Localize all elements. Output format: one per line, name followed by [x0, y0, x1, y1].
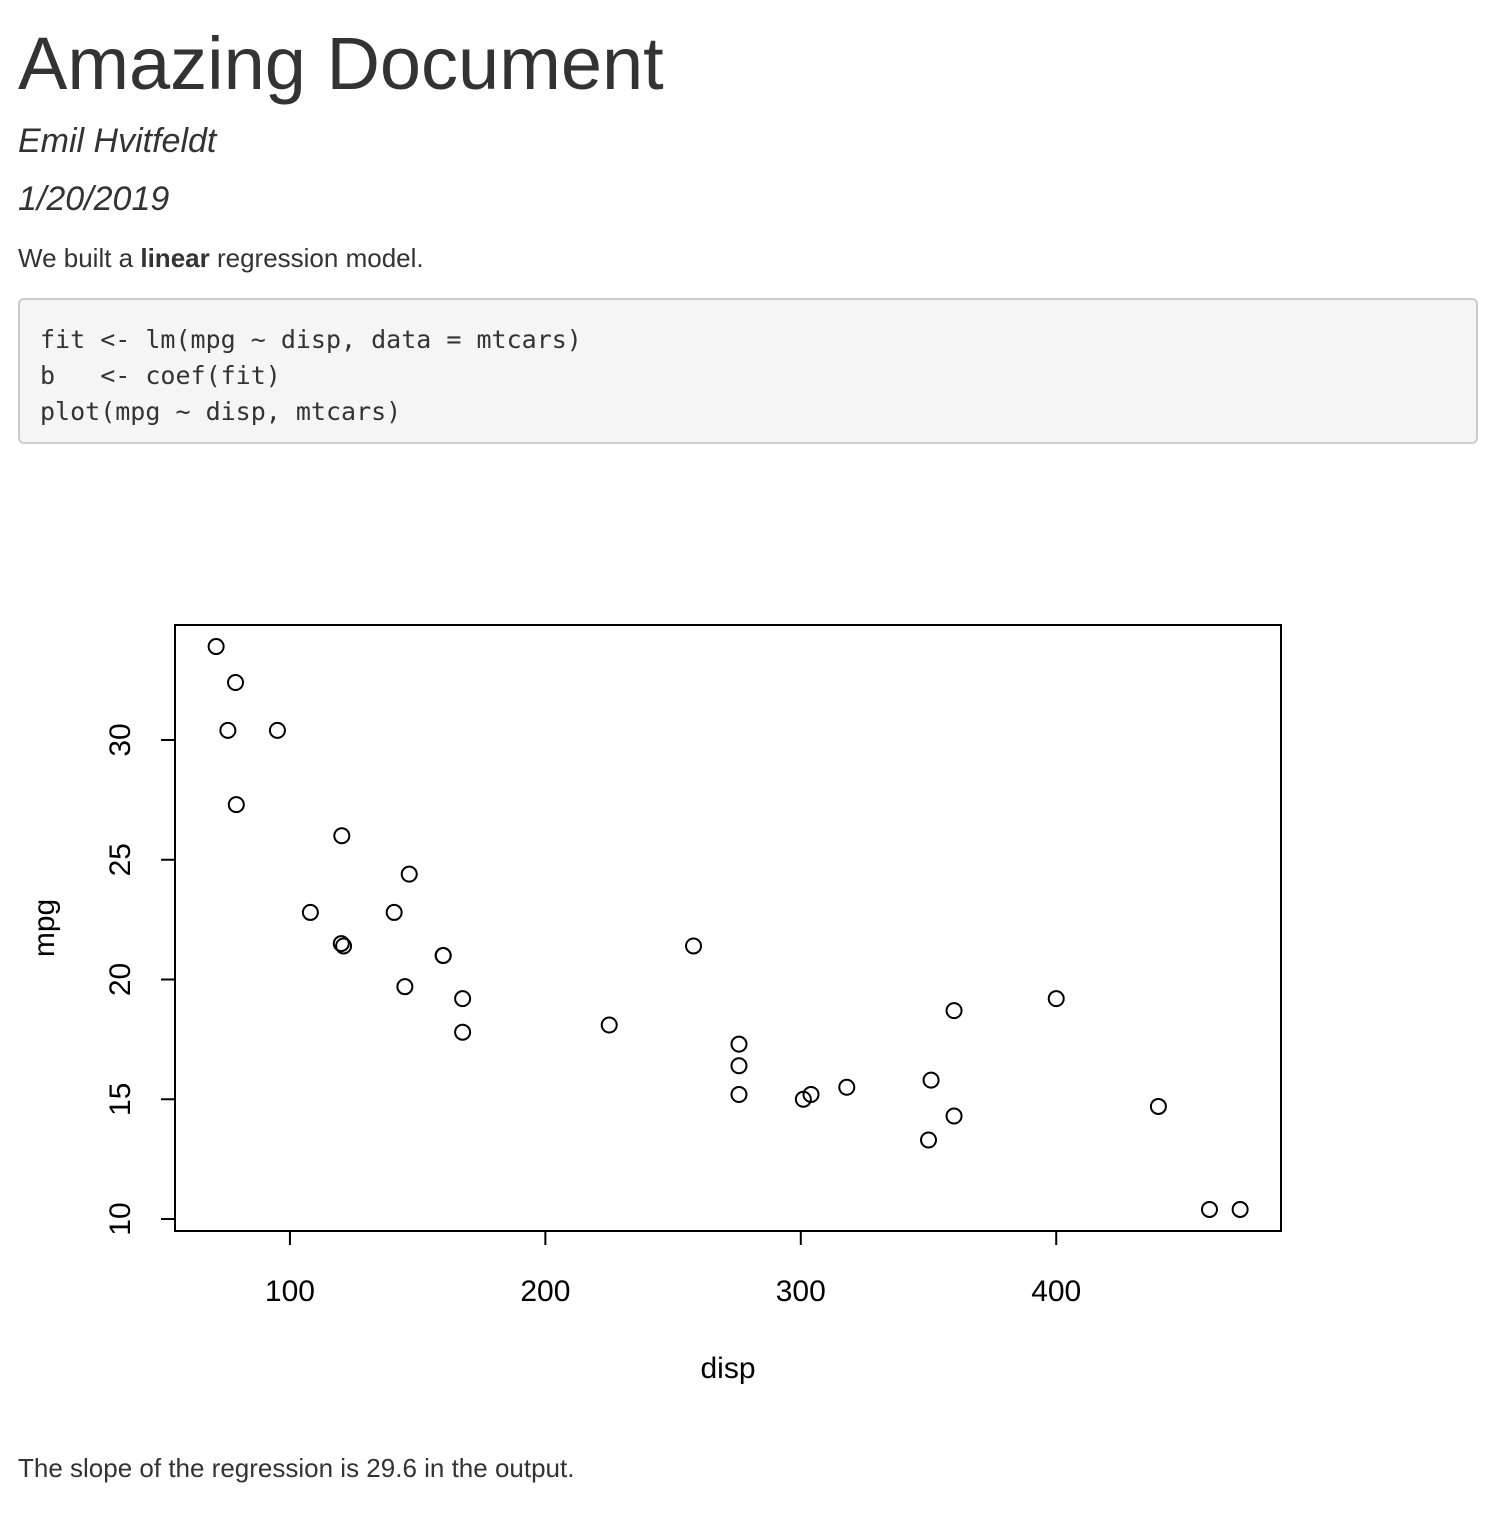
data-point [385, 903, 403, 921]
intro-bold-word: linear [140, 243, 210, 273]
y-tick-label: 30 [104, 723, 137, 756]
code-line: plot(mpg ~ disp, mtcars) [40, 397, 402, 426]
data-point [945, 1002, 963, 1020]
data-point [730, 1085, 748, 1103]
data-point [207, 638, 225, 656]
data-point [454, 1023, 472, 1041]
code-block: fit <- lm(mpg ~ disp, data = mtcars) b <… [18, 298, 1478, 444]
code-line: b <- coef(fit) [40, 361, 281, 390]
data-point [268, 721, 286, 739]
y-tick-label: 25 [104, 843, 137, 876]
x-tick-label: 400 [1031, 1275, 1081, 1308]
document-title: Amazing Document [18, 22, 664, 105]
plot-frame [174, 624, 1282, 1232]
y-tick-label: 20 [104, 963, 137, 996]
data-point [838, 1078, 856, 1096]
data-point [1200, 1200, 1218, 1218]
data-point [227, 673, 245, 691]
data-point [227, 796, 245, 814]
data-point [794, 1090, 812, 1108]
x-tick-label: 300 [776, 1275, 826, 1308]
x-tick-label: 100 [265, 1275, 315, 1308]
document-author: Emil Hvitfeldt [18, 122, 217, 160]
data-point [335, 937, 353, 955]
data-point [396, 978, 414, 996]
data-point [301, 903, 319, 921]
data-point [685, 937, 703, 955]
x-axis-label: disp [700, 1352, 755, 1385]
intro-paragraph: We built a linear regression model. [18, 241, 424, 275]
code-line: fit <- lm(mpg ~ disp, data = mtcars) [40, 325, 582, 354]
data-point [400, 865, 418, 883]
intro-text-before: We built a [18, 243, 141, 273]
data-point [333, 827, 351, 845]
plot-points [207, 638, 1249, 1218]
data-point [434, 947, 452, 965]
y-tick-label: 10 [104, 1202, 137, 1235]
data-point [922, 1071, 940, 1089]
data-point [730, 1035, 748, 1053]
plot-axes: 100 200 300 400 10 15 20 25 30 [104, 624, 1282, 1308]
intro-text-after: regression model. [209, 243, 424, 273]
data-point [730, 1057, 748, 1075]
data-point [219, 721, 237, 739]
data-point [1047, 990, 1065, 1008]
x-tick-label: 200 [520, 1275, 570, 1308]
data-point [332, 935, 350, 953]
outro-paragraph: The slope of the regression is 29.6 in t… [18, 1453, 575, 1483]
data-point [1231, 1200, 1249, 1218]
scatter-plot: 100 200 300 400 10 15 20 25 30 disp mpg [28, 624, 1282, 1385]
document-date: 1/20/2019 [18, 180, 170, 218]
data-point [1149, 1097, 1167, 1115]
y-axis-label: mpg [28, 899, 61, 957]
data-point [920, 1131, 938, 1149]
data-point [945, 1107, 963, 1125]
data-point [454, 990, 472, 1008]
y-tick-label: 15 [104, 1083, 137, 1116]
data-point [600, 1016, 618, 1034]
